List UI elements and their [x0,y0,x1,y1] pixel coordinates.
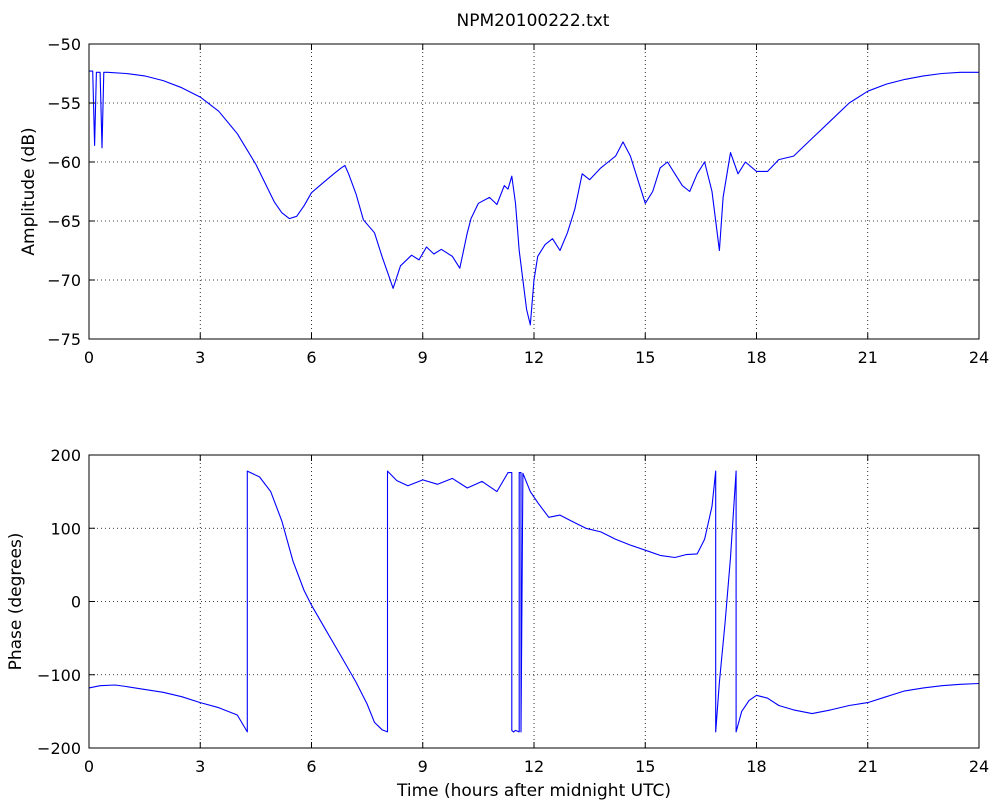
phase-xtick-label: 24 [969,757,989,776]
amplitude-xtick-label: 21 [858,348,878,367]
amplitude-ytick-label: −70 [47,271,81,290]
phase-xlabel: Time (hours after midnight UTC) [396,781,671,801]
amplitude-xtick-label: 3 [195,348,205,367]
amplitude-xtick-label: 12 [524,348,544,367]
phase-panel: 0 3 6 9 12 15 18 21 24 −200 −100 0 100 200 Phase (degr… [6,446,989,801]
amplitude-xtick-label: 24 [969,348,989,367]
amplitude-ylabel: Amplitude (dB) [19,127,39,255]
phase-xtick-label: 18 [746,757,766,776]
amplitude-xtick-label: 0 [84,348,94,367]
phase-xtick-label: 9 [418,757,428,776]
amplitude-xtick-label: 18 [746,348,766,367]
amplitude-xtick-label: 9 [418,348,428,367]
phase-ytick-label: −100 [37,666,81,685]
amplitude-xtick-label: 6 [306,348,316,367]
amplitude-ytick-label: −65 [47,212,81,231]
phase-xtick-label: 21 [858,757,878,776]
phase-ytick-label: 0 [71,593,81,612]
amplitude-ytick-label: −75 [47,330,81,349]
phase-xtick-label: 3 [195,757,205,776]
amplitude-panel: 0 3 6 9 12 15 18 21 24 −75 −70 −65 −60 −55 −50 Amplitud… [19,35,989,367]
amplitude-ytick-label: −55 [47,94,81,113]
phase-ytick-label: 100 [50,519,81,538]
phase-ytick-label: 200 [50,446,81,465]
chart-title: NPM20100222.txt [457,11,610,31]
phase-series-line [88,470,980,733]
phase-ytick-label: −200 [37,739,81,758]
amplitude-ytick-label: −60 [47,153,81,172]
amplitude-ytick-label: −50 [47,35,81,54]
phase-xtick-label: 0 [84,757,94,776]
phase-xtick-label: 15 [635,757,655,776]
phase-xtick-label: 12 [524,757,544,776]
phase-ylabel: Phase (degrees) [6,533,26,671]
amplitude-plot-area [89,44,979,339]
amplitude-series-line [89,70,979,326]
amplitude-xtick-label: 15 [635,348,655,367]
phase-xtick-label: 6 [306,757,316,776]
